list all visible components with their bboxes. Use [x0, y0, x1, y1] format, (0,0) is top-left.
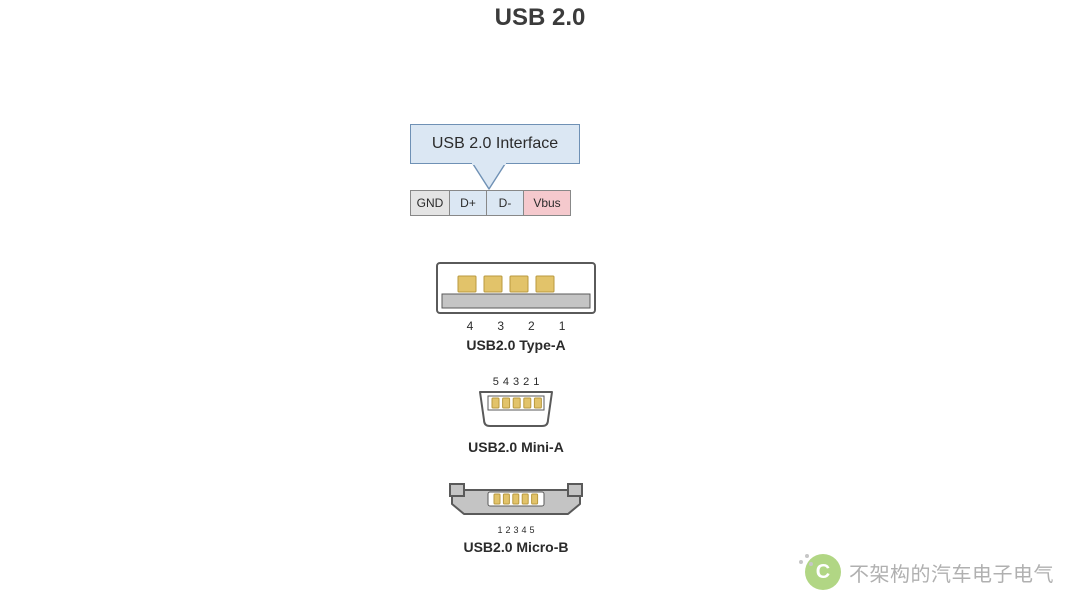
- connector-micro-b-icon: [446, 480, 586, 525]
- pin-number: 5: [530, 525, 535, 535]
- pin-number: 2: [523, 376, 529, 388]
- interface-block: USB 2.0 Interface GNDD+D-Vbus: [410, 124, 610, 164]
- watermark-logo-icon: C: [805, 554, 841, 590]
- page-title: USB 2.0: [0, 4, 1080, 32]
- pin-row: GNDD+D-Vbus: [410, 190, 571, 216]
- connector-pin-numbers: 54321: [456, 376, 576, 388]
- interface-box: USB 2.0 Interface: [410, 124, 580, 164]
- pin-number: 3: [513, 525, 518, 535]
- connector-pin-numbers: 4 3 2 1: [436, 319, 596, 333]
- connector-mini-a: 54321 USB2.0 Mini-A: [456, 376, 576, 455]
- pin-number: 1: [533, 376, 539, 388]
- connector-title: USB2.0 Micro-B: [446, 539, 586, 555]
- connector-pin-numbers: 12345: [446, 525, 586, 535]
- connector-mini-a-icon: [456, 388, 576, 435]
- connector-micro-b: 12345 USB2.0 Micro-B: [446, 480, 586, 555]
- connector-type-a: 4 3 2 1 USB2.0 Type-A: [436, 262, 596, 353]
- watermark-text: 不架构的汽车电子电气: [849, 558, 1054, 587]
- watermark: C 不架构的汽车电子电气: [805, 554, 1054, 590]
- pin-number: 4: [503, 376, 509, 388]
- connector-title: USB2.0 Mini-A: [456, 439, 576, 455]
- pin-number: 2: [505, 525, 510, 535]
- pin-number: 3: [513, 376, 519, 388]
- pin-number: 1: [559, 319, 566, 333]
- interface-label: USB 2.0 Interface: [432, 135, 558, 153]
- watermark-letter: C: [816, 561, 830, 584]
- pin-vbus: Vbus: [523, 190, 571, 216]
- pin-number: 1: [497, 525, 502, 535]
- pin-number: 3: [497, 319, 504, 333]
- pin-number: 2: [528, 319, 535, 333]
- watermark-dots-icon: [799, 552, 813, 566]
- connector-type-a-icon: [436, 262, 596, 319]
- title-text: USB 2.0: [495, 4, 586, 31]
- pin-dplus: D+: [449, 190, 487, 216]
- connector-title: USB2.0 Type-A: [436, 337, 596, 353]
- pin-gnd: GND: [410, 190, 450, 216]
- pin-number: 4: [467, 319, 474, 333]
- pin-number: 4: [522, 525, 527, 535]
- pin-number: 5: [493, 376, 499, 388]
- pin-dminus: D-: [486, 190, 524, 216]
- interface-pointer-icon: [470, 163, 508, 193]
